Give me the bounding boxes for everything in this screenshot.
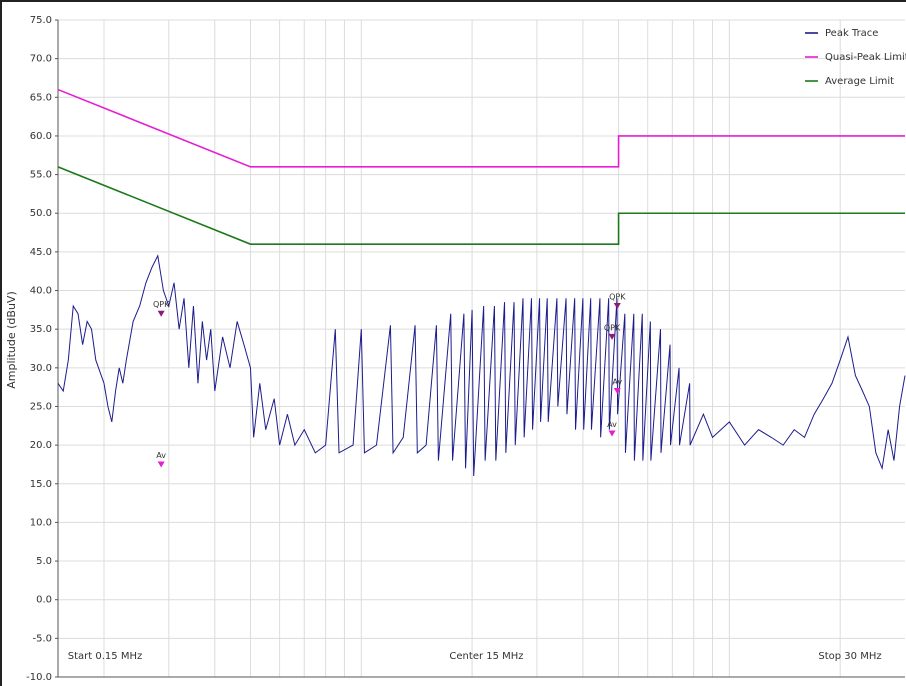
marker (613, 302, 621, 309)
marker (157, 461, 165, 468)
marker-label: QPK (609, 292, 626, 301)
annotation: Center 15 MHz (449, 651, 523, 662)
y-tick-label: 55.0 (30, 170, 52, 181)
legend-label: Peak Trace (825, 28, 878, 39)
y-tick-label: 50.0 (30, 208, 52, 219)
series-line (57, 166, 905, 245)
annotation: Start 0.15 MHz (68, 651, 142, 662)
y-tick-label: 20.0 (30, 440, 52, 451)
y-tick-label: 75.0 (30, 15, 52, 26)
y-tick-label: 65.0 (30, 92, 52, 103)
legend-label: Average Limit (825, 76, 894, 87)
y-tick-label: 15.0 (30, 479, 52, 490)
marker (608, 333, 616, 340)
legend-label: Quasi-Peak Limit (825, 52, 906, 63)
marker (608, 430, 616, 437)
marker-label: Av (156, 451, 166, 460)
series-line (57, 88, 905, 168)
y-tick-label: -5.0 (32, 633, 52, 644)
marker (157, 310, 165, 317)
y-axis-label: Amplitude (dBuV) (5, 291, 18, 388)
y-tick-label: 10.0 (30, 517, 52, 528)
marker (613, 388, 621, 395)
series-line (57, 254, 906, 477)
marker-label: Av (607, 420, 617, 429)
y-tick-label: 0.0 (36, 595, 52, 606)
y-tick-label: 60.0 (30, 131, 52, 142)
y-tick-label: 25.0 (30, 401, 52, 412)
marker-label: QPK (604, 323, 621, 332)
y-tick-label: 30.0 (30, 363, 52, 374)
y-tick-label: 5.0 (36, 556, 52, 567)
marker-label: QPK (153, 300, 170, 309)
annotation: Stop 30 MHz (818, 651, 881, 662)
y-tick-label: 70.0 (30, 54, 52, 65)
y-tick-label: 45.0 (30, 247, 52, 258)
marker-label: Av (612, 378, 622, 387)
y-tick-label: 35.0 (30, 324, 52, 335)
y-tick-label: 40.0 (30, 286, 52, 297)
y-tick-label: -10.0 (26, 672, 52, 683)
